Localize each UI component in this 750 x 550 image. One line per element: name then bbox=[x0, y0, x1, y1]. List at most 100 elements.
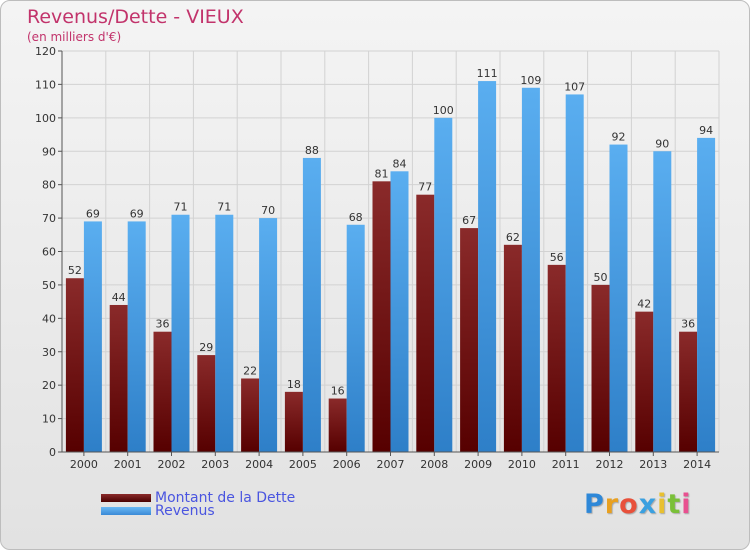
bar-revenus bbox=[521, 87, 540, 452]
bar-dette bbox=[460, 228, 479, 452]
data-label-revenus: 84 bbox=[393, 157, 407, 170]
x-tick-label: 2003 bbox=[201, 458, 229, 471]
data-label-dette: 62 bbox=[506, 231, 520, 244]
x-tick-label: 2008 bbox=[420, 458, 448, 471]
bar-dette bbox=[328, 398, 347, 452]
y-tick-label: 90 bbox=[42, 145, 56, 158]
y-tick-label: 120 bbox=[35, 45, 56, 58]
data-label-revenus: 71 bbox=[174, 201, 188, 214]
data-labels: 52 69 44 69 36 71 29 71 22 70 18 88 16 68 81 84 77 100 67 1… bbox=[68, 67, 713, 397]
data-label-revenus: 69 bbox=[86, 207, 100, 220]
data-label-revenus: 68 bbox=[349, 211, 363, 224]
data-label-revenus: 94 bbox=[699, 124, 713, 137]
legend-item-revenus: Revenus bbox=[101, 503, 215, 519]
x-tick-label: 2010 bbox=[508, 458, 536, 471]
y-tick-label: 10 bbox=[42, 413, 56, 426]
y-tick-label: 110 bbox=[35, 78, 56, 91]
x-tick-label: 2001 bbox=[114, 458, 142, 471]
data-label-dette: 42 bbox=[637, 298, 651, 311]
bar-dette bbox=[197, 355, 216, 452]
x-tick-label: 2002 bbox=[158, 458, 186, 471]
y-tick-label: 40 bbox=[42, 312, 56, 325]
bar-revenus bbox=[127, 221, 146, 452]
legend-swatch-revenus bbox=[101, 507, 151, 515]
bar-revenus bbox=[346, 224, 365, 452]
legend-label-dette: Montant de la Dette bbox=[155, 490, 296, 506]
data-label-dette: 29 bbox=[199, 341, 213, 354]
y-tick-label: 60 bbox=[42, 246, 56, 259]
data-label-revenus: 109 bbox=[520, 74, 541, 87]
y-tick-label: 20 bbox=[42, 379, 56, 392]
axes: 0 10 20 30 40 50 60 70 80 90 100 110 120 2000 2001 2002… bbox=[35, 45, 719, 471]
bar-revenus bbox=[565, 94, 584, 453]
data-label-revenus: 92 bbox=[612, 131, 626, 144]
legend-label-revenus: Revenus bbox=[155, 503, 215, 519]
bar-dette bbox=[547, 264, 566, 452]
data-label-revenus: 111 bbox=[477, 67, 498, 80]
x-tick-label: 2012 bbox=[596, 458, 624, 471]
x-tick-label: 2007 bbox=[377, 458, 405, 471]
x-tick-label: 2013 bbox=[639, 458, 667, 471]
x-tick-label: 2009 bbox=[464, 458, 492, 471]
bar-dette bbox=[635, 311, 654, 452]
bar-revenus bbox=[259, 218, 278, 452]
chart-subtitle: (en milliers d'€) bbox=[27, 30, 122, 44]
data-label-dette: 67 bbox=[462, 214, 476, 227]
bars bbox=[65, 81, 716, 453]
bar-dette bbox=[591, 284, 610, 452]
bar-revenus bbox=[215, 214, 234, 452]
x-tick-label: 2014 bbox=[683, 458, 711, 471]
bar-revenus bbox=[653, 151, 672, 452]
y-tick-label: 30 bbox=[42, 346, 56, 359]
legend-swatch-dette bbox=[101, 494, 151, 502]
y-tick-label: 50 bbox=[42, 279, 56, 292]
bar-dette bbox=[109, 304, 128, 452]
data-label-dette: 50 bbox=[594, 271, 608, 284]
data-label-dette: 18 bbox=[287, 378, 301, 391]
x-tick-label: 2000 bbox=[70, 458, 98, 471]
bar-revenus bbox=[171, 214, 190, 452]
data-label-dette: 77 bbox=[418, 181, 432, 194]
data-label-revenus: 71 bbox=[217, 201, 231, 214]
chart-title: Revenus/Dette - VIEUX bbox=[27, 6, 244, 28]
x-tick-label: 2005 bbox=[289, 458, 317, 471]
data-label-revenus: 100 bbox=[433, 104, 454, 117]
bar-revenus bbox=[609, 144, 628, 453]
legend-item-dette: Montant de la Dette bbox=[101, 490, 295, 506]
y-tick-label: 80 bbox=[42, 179, 56, 192]
y-tick-label: 100 bbox=[35, 112, 56, 125]
data-label-dette: 56 bbox=[550, 251, 564, 264]
bar-dette bbox=[416, 194, 435, 453]
bar-dette bbox=[679, 331, 698, 452]
data-label-revenus: 90 bbox=[655, 137, 669, 150]
bar-revenus bbox=[478, 81, 497, 452]
x-tick-label: 2004 bbox=[245, 458, 273, 471]
data-label-dette: 36 bbox=[156, 318, 170, 331]
bar-revenus bbox=[302, 157, 321, 452]
y-tick-label: 70 bbox=[42, 212, 56, 225]
bar-dette bbox=[241, 378, 260, 452]
data-label-revenus: 69 bbox=[130, 207, 144, 220]
bar-revenus bbox=[434, 117, 453, 452]
data-label-dette: 22 bbox=[243, 364, 257, 377]
data-label-dette: 52 bbox=[68, 264, 82, 277]
data-label-dette: 16 bbox=[331, 385, 345, 398]
data-label-revenus: 88 bbox=[305, 144, 319, 157]
bar-revenus bbox=[83, 221, 102, 452]
data-label-dette: 81 bbox=[375, 167, 389, 180]
bar-revenus bbox=[697, 137, 716, 452]
bar-dette bbox=[153, 331, 172, 452]
data-label-dette: 36 bbox=[681, 318, 695, 331]
x-tick-label: 2011 bbox=[552, 458, 580, 471]
bar-dette bbox=[65, 278, 84, 452]
bar-revenus bbox=[390, 171, 409, 453]
bar-dette bbox=[372, 181, 391, 452]
bar-dette bbox=[284, 391, 303, 452]
y-tick-label: 0 bbox=[49, 446, 56, 459]
data-label-revenus: 107 bbox=[564, 80, 585, 93]
proxiti-logo: Proxiti bbox=[584, 489, 692, 520]
x-tick-label: 2006 bbox=[333, 458, 361, 471]
bar-dette bbox=[503, 244, 522, 452]
